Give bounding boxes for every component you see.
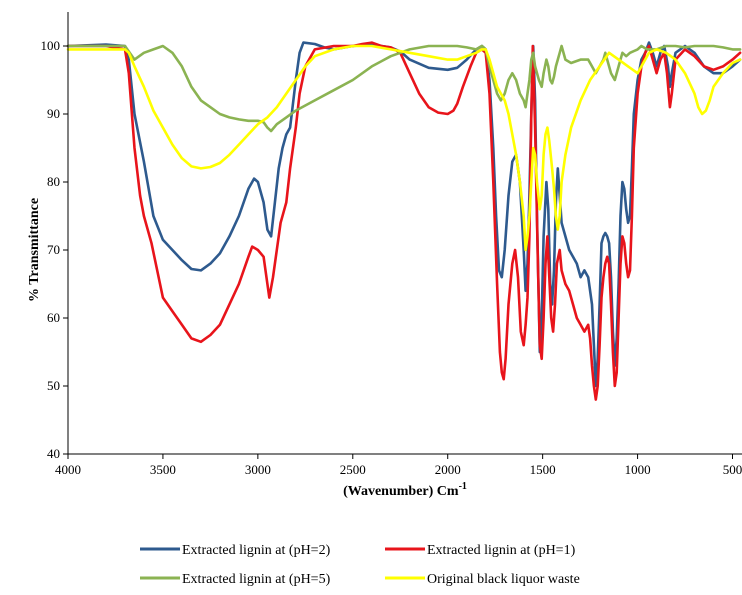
plot-series-group [66,41,742,401]
x-tick-label: 1500 [530,462,556,477]
y-tick-label: 40 [47,446,60,461]
y-tick-label: 100 [41,38,61,53]
series-line-2 [66,41,742,401]
y-axis-title: % Transmittance [27,198,42,302]
y-tick-label: 70 [47,242,60,257]
y-ticks-group: 40 50 60 70 80 90 100 [41,38,68,461]
x-tick-label: 500 [723,462,742,477]
x-axis-title: (Wavenumber) Cm-1 [343,481,467,499]
legend-label-2: Extracted lignin at (pH=1) [427,543,576,558]
x-tick-label: 2500 [340,462,366,477]
x-ticks-group: 4000 3500 3000 2500 2000 1500 1000 500 [55,454,742,477]
legend-label-3: Extracted lignin at (pH=5) [182,572,331,587]
y-tick-label: 90 [47,106,60,121]
x-tick-label: 3500 [150,462,176,477]
x-tick-label: 2000 [435,462,461,477]
legend-label-1: Extracted lignin at (pH=2) [182,543,331,558]
x-axis-title-superscript: -1 [459,481,467,492]
legend-label-4: Original black liquor waste [427,572,580,587]
y-tick-label: 50 [47,378,60,393]
series-line-4 [66,44,742,252]
series-line-1 [66,41,742,388]
axes-group [67,12,742,455]
x-axis-title-text: (Wavenumber) Cm [343,484,459,499]
x-tick-label: 4000 [55,462,81,477]
x-tick-label: 1000 [625,462,651,477]
legend: Extracted lignin at (pH=2) Extracted lign… [140,543,580,587]
y-tick-label: 80 [47,174,60,189]
y-tick-label: 60 [47,310,60,325]
x-tick-label: 3000 [245,462,271,477]
